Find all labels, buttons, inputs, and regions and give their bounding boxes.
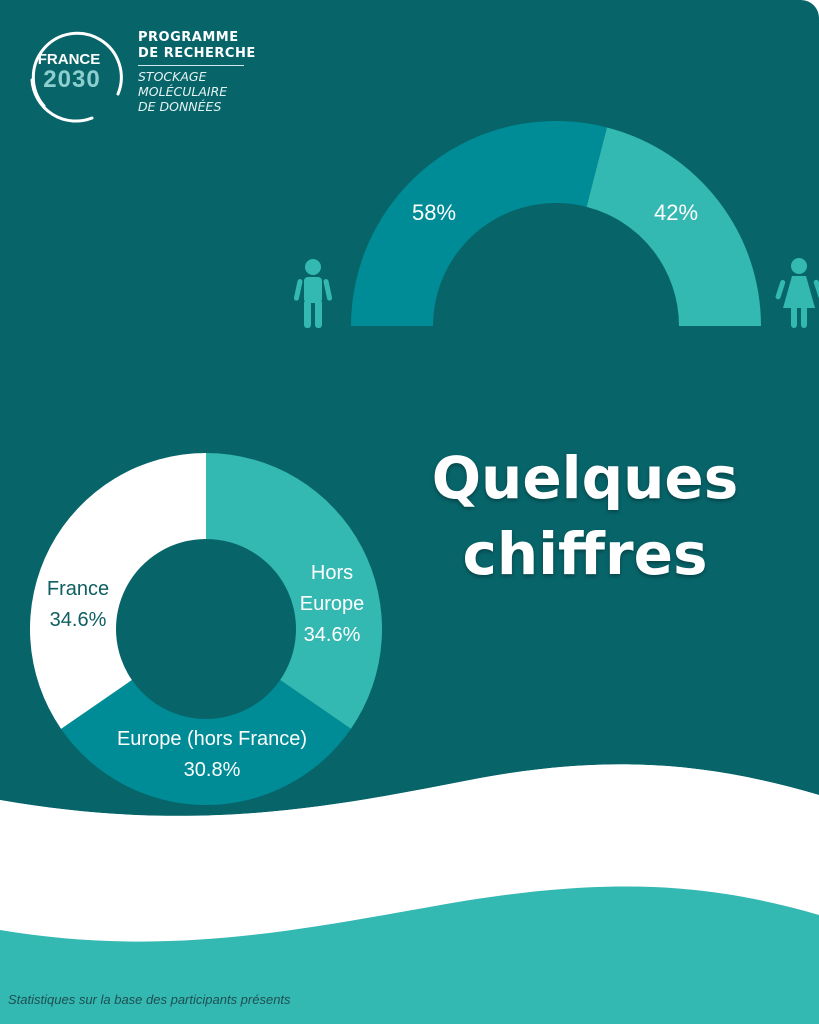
slice-value: 30.8%: [183, 759, 241, 781]
slice-name-line-1: Hors: [310, 562, 354, 584]
slice-label-france: France 34.6%: [28, 574, 128, 636]
white-wave: [0, 764, 819, 942]
page-heading: Quelques chiffres: [420, 440, 750, 592]
slice-name-line-2: Europe: [299, 593, 365, 615]
france-2030-logo: FRANCE 2030: [22, 22, 130, 130]
slice-name-line-1: Europe (hors France): [116, 728, 308, 750]
svg-text:FRANCE: FRANCE: [38, 51, 101, 68]
heading-line-2: chiffres: [462, 520, 708, 588]
donut-slice-europe-hors-france: [61, 680, 351, 806]
slice-label-europe-hors-france: Europe (hors France) 30.8%: [82, 724, 342, 786]
light-teal-wave: [0, 886, 819, 1024]
slice-value: 34.6%: [303, 624, 361, 646]
slice-name-line-1: France: [46, 578, 110, 600]
program-subtitle-3: DE DONNÉES: [138, 99, 222, 114]
svg-text:2030: 2030: [43, 66, 100, 93]
program-line-1: PROGRAMME: [138, 30, 239, 45]
logo-divider: [138, 65, 244, 66]
male-person-icon: [293, 259, 333, 328]
donut-slice-hors-europe: [206, 453, 383, 729]
half-donut-slice-female: [586, 127, 761, 326]
half-donut-slice-male: [351, 120, 607, 327]
footnote: Statistiques sur la base des participant…: [8, 992, 291, 1007]
program-subtitle-1: STOCKAGE: [138, 69, 207, 84]
program-line-2: DE RECHERCHE: [138, 46, 256, 61]
male-percent-label: 58%: [412, 200, 457, 225]
slice-value: 34.6%: [49, 609, 107, 631]
female-person-icon: [775, 258, 819, 328]
program-subtitle-2: MOLÉCULAIRE: [138, 84, 228, 99]
origin-donut-chart: [29, 453, 383, 806]
donut-slice-france: [29, 453, 206, 729]
female-percent-label: 42%: [654, 200, 699, 225]
slice-label-hors-europe: Hors Europe 34.6%: [272, 558, 392, 651]
heading-line-1: Quelques: [431, 444, 739, 512]
program-title: PROGRAMME DE RECHERCHE STOCKAGE MOLÉCULA…: [138, 30, 256, 114]
gender-half-donut-chart: [351, 120, 761, 327]
